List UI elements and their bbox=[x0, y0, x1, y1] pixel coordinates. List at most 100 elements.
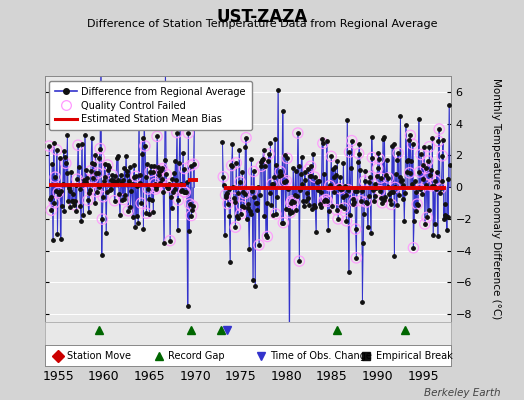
Point bbox=[271, 211, 280, 217]
Point bbox=[85, 190, 94, 196]
Point bbox=[94, 183, 103, 190]
Point bbox=[403, 168, 411, 175]
Point bbox=[263, 233, 271, 240]
Point bbox=[69, 198, 78, 204]
Point bbox=[347, 138, 356, 144]
Point bbox=[189, 203, 197, 209]
Point bbox=[398, 177, 406, 184]
Point bbox=[45, 143, 53, 149]
Point bbox=[354, 150, 363, 157]
Point bbox=[162, 171, 170, 178]
Point bbox=[103, 162, 112, 168]
Point bbox=[47, 194, 55, 200]
Point bbox=[312, 229, 320, 235]
Point bbox=[421, 165, 430, 172]
Point bbox=[442, 213, 450, 219]
Point bbox=[399, 181, 408, 188]
Point bbox=[319, 140, 327, 146]
Point bbox=[325, 208, 333, 214]
Point bbox=[130, 161, 138, 168]
Point bbox=[122, 152, 130, 159]
Point bbox=[295, 258, 303, 264]
Point bbox=[389, 141, 398, 147]
Point bbox=[98, 216, 106, 222]
Point bbox=[327, 153, 335, 160]
Point bbox=[247, 156, 256, 162]
Point bbox=[261, 163, 269, 170]
Point bbox=[364, 224, 372, 230]
Point bbox=[344, 186, 352, 193]
Point bbox=[142, 210, 150, 216]
Point bbox=[431, 178, 440, 184]
Point bbox=[182, 178, 191, 185]
Point bbox=[384, 175, 392, 181]
Point bbox=[273, 194, 281, 201]
Point bbox=[246, 211, 255, 217]
Point bbox=[276, 168, 285, 175]
Text: 1995: 1995 bbox=[408, 370, 439, 382]
Point bbox=[156, 180, 165, 186]
Point bbox=[227, 162, 236, 169]
Point bbox=[189, 203, 197, 209]
Point bbox=[362, 199, 370, 205]
Point bbox=[415, 169, 423, 175]
Point bbox=[101, 161, 109, 167]
Point bbox=[292, 206, 300, 213]
Point bbox=[221, 232, 229, 238]
Text: 1970: 1970 bbox=[179, 370, 211, 382]
Point bbox=[185, 201, 194, 207]
Point bbox=[265, 151, 273, 157]
Point bbox=[345, 149, 354, 155]
Point bbox=[71, 198, 79, 204]
Point bbox=[148, 196, 156, 203]
Point bbox=[105, 163, 113, 170]
Point bbox=[135, 120, 143, 126]
Point bbox=[96, 145, 104, 152]
Point bbox=[387, 201, 396, 208]
Point bbox=[62, 160, 70, 166]
Point bbox=[378, 200, 386, 206]
Point bbox=[183, 302, 192, 309]
Point bbox=[395, 192, 403, 198]
Point bbox=[119, 196, 128, 203]
Point bbox=[291, 168, 300, 174]
Point bbox=[345, 269, 353, 275]
Point bbox=[146, 168, 155, 175]
Text: Station Move: Station Move bbox=[67, 350, 131, 361]
Point bbox=[87, 168, 95, 174]
Point bbox=[428, 183, 436, 189]
Point bbox=[236, 211, 245, 217]
Point bbox=[56, 154, 64, 161]
Point bbox=[69, 191, 77, 197]
Point bbox=[388, 143, 396, 150]
Point bbox=[265, 151, 273, 157]
Point bbox=[275, 168, 283, 174]
Point bbox=[227, 162, 236, 169]
Point bbox=[257, 163, 266, 170]
Point bbox=[333, 158, 342, 164]
Point bbox=[374, 165, 382, 172]
Point bbox=[175, 160, 183, 166]
Point bbox=[283, 155, 291, 162]
Point bbox=[241, 190, 249, 197]
Point bbox=[66, 188, 74, 194]
Point bbox=[155, 172, 163, 178]
Point bbox=[219, 174, 227, 180]
Point bbox=[264, 158, 272, 164]
Point bbox=[74, 164, 83, 170]
Point bbox=[126, 164, 134, 170]
Point bbox=[387, 201, 396, 208]
Point bbox=[244, 205, 253, 212]
Point bbox=[435, 126, 443, 132]
Point bbox=[113, 155, 121, 161]
Point bbox=[295, 258, 303, 264]
Point bbox=[139, 226, 148, 232]
Point bbox=[430, 183, 438, 189]
Point bbox=[266, 190, 274, 196]
Point bbox=[173, 227, 182, 233]
Point bbox=[231, 224, 239, 230]
Point bbox=[62, 170, 71, 176]
Point bbox=[421, 221, 429, 227]
Point bbox=[177, 180, 185, 187]
Point bbox=[268, 181, 276, 187]
